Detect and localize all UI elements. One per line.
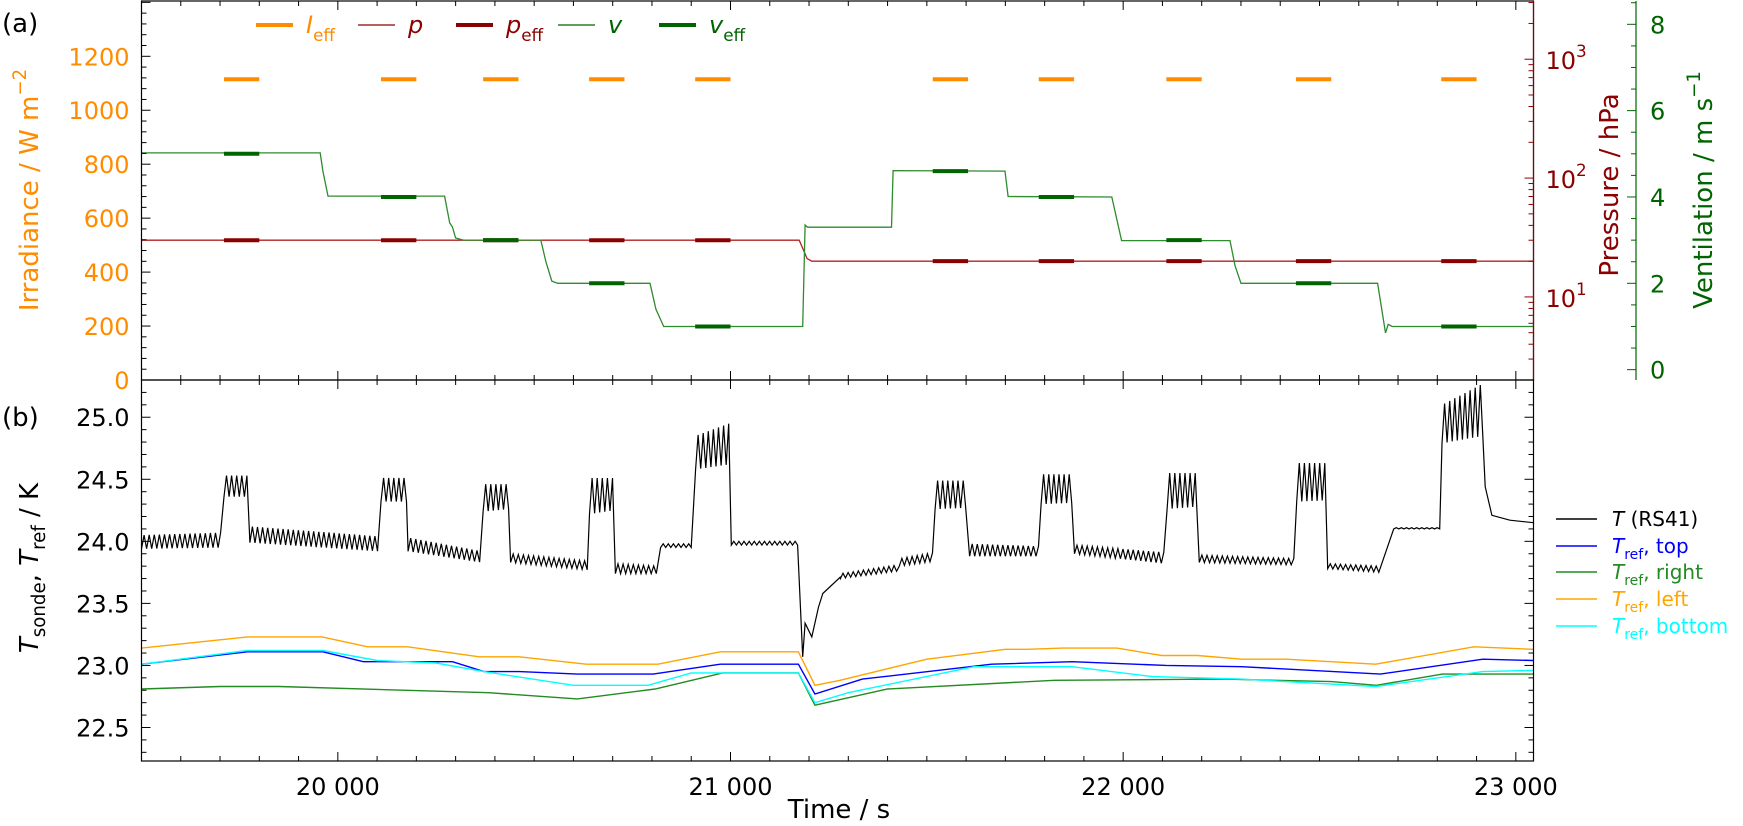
legend-subscript: ref	[1624, 547, 1644, 563]
ventilation-axis-label: Ventilation / m s−1	[1684, 71, 1719, 309]
x-tick-label: 21 000	[689, 773, 773, 801]
panel-a	[141, 77, 1534, 334]
panel-a-frame	[140, 0, 1535, 381]
x-tick-label: 22 000	[1081, 773, 1165, 801]
legend-suffix: , top	[1643, 534, 1689, 558]
irradiance-tick-label: 600	[84, 205, 130, 233]
legend-symbol: v	[608, 11, 623, 39]
pressure-tick-exp: 3	[1576, 41, 1587, 61]
irradiance-tick-label: 0	[114, 367, 129, 395]
legend-symbol: p	[407, 11, 423, 39]
series-T-ref-top-line	[141, 651, 1534, 695]
legend-symbol: T	[1612, 614, 1626, 638]
series-v-line	[141, 152, 1534, 334]
pressure-tick-exp: 2	[1576, 160, 1587, 180]
axes-frame: 20 000 21 000 22 000 23 0000200400600800100…	[68, 0, 1665, 801]
legend-subscript: eff	[723, 25, 745, 45]
legend-symbol: T	[1612, 507, 1626, 531]
legend-suffix: , left	[1643, 587, 1688, 611]
panel-b-frame	[140, 379, 1535, 762]
legend-a-label-3: v	[608, 11, 623, 39]
irradiance-tick-label: 800	[84, 151, 130, 179]
legend-symbol: p	[505, 11, 521, 39]
legend-subscript: eff	[313, 25, 335, 45]
legend-subscript: ref	[1624, 600, 1644, 616]
ventilation-tick-label: 6	[1650, 98, 1665, 126]
legend-b-label-0: T (RS41)	[1612, 507, 1698, 531]
irradiance-tick-label: 1000	[68, 97, 129, 125]
irradiance-tick-label: 200	[84, 313, 130, 341]
legend-suffix: , right	[1643, 560, 1703, 584]
panel-label-a: (a)	[2, 9, 38, 39]
legend-b-label-4: Tref, bottom	[1612, 614, 1728, 643]
legend-symbol: v	[709, 11, 724, 39]
temperature-tick-label: 24.0	[76, 528, 129, 556]
ventilation-tick-label: 8	[1650, 11, 1665, 39]
legend-a-label-4: veff	[709, 11, 746, 45]
pressure-tick-exp: 1	[1576, 279, 1587, 299]
legend-symbol: T	[1612, 560, 1626, 584]
pressure-tick-base: 10	[1546, 285, 1577, 313]
legend-subscript: eff	[521, 25, 543, 45]
series-T-ref-right-line	[141, 672, 1534, 707]
temperature-axis-label: Tsonde, Tref / K	[15, 482, 50, 653]
pressure-axis-label: Pressure / hPa	[1595, 93, 1625, 276]
x-tick-label: 20 000	[296, 773, 380, 801]
pressure-tick-label: 102	[1546, 160, 1587, 194]
legend-b-label-1: Tref, top	[1612, 534, 1689, 563]
pressure-tick-base: 10	[1546, 166, 1577, 194]
irradiance-tick-label: 1200	[68, 43, 129, 71]
legend-suffix: (RS41)	[1624, 507, 1698, 531]
x-axis-label: Time / s	[787, 795, 890, 825]
legend-panel-a: Ieff p peff v veff	[256, 11, 746, 45]
series-T-rs41-line	[140, 384, 1534, 657]
x-tick-label: 23 000	[1474, 773, 1558, 801]
series-p-line	[141, 239, 1534, 262]
ventilation-tick-label: 2	[1650, 270, 1665, 298]
temperature-tick-label: 23.5	[76, 590, 129, 618]
temperature-tick-label: 25.0	[76, 404, 129, 432]
legend-subscript: ref	[1624, 573, 1644, 589]
irradiance-axis-label: Irradiance / W m−2	[10, 69, 45, 311]
temperature-tick-label: 24.5	[76, 466, 129, 494]
legend-symbol: T	[1612, 587, 1626, 611]
series-T-ref-bottom-line	[141, 649, 1534, 704]
legend-b-label-2: Tref, right	[1612, 560, 1703, 589]
legend-suffix: , bottom	[1643, 614, 1728, 638]
panel-b	[140, 384, 1534, 707]
panel-label-b: (b)	[2, 403, 39, 433]
legend-a-label-2: peff	[505, 11, 544, 45]
series-T-ref-left-line	[141, 636, 1534, 687]
pressure-tick-label: 103	[1546, 41, 1587, 75]
pressure-tick-label: 101	[1546, 279, 1587, 313]
ventilation-tick-label: 4	[1650, 184, 1665, 212]
legend-b-label-3: Tref, left	[1612, 587, 1688, 616]
legend-symbol: T	[1612, 534, 1626, 558]
temperature-tick-label: 22.5	[76, 714, 129, 742]
legend-subscript: ref	[1624, 627, 1644, 643]
irradiance-tick-label: 400	[84, 259, 130, 287]
pressure-tick-base: 10	[1546, 47, 1577, 75]
legend-a-label-0: Ieff	[306, 11, 335, 45]
temperature-tick-label: 23.0	[76, 652, 129, 680]
legend-a-label-1: p	[407, 11, 423, 39]
legend-symbol: I	[306, 11, 313, 39]
ventilation-tick-label: 0	[1650, 357, 1665, 385]
